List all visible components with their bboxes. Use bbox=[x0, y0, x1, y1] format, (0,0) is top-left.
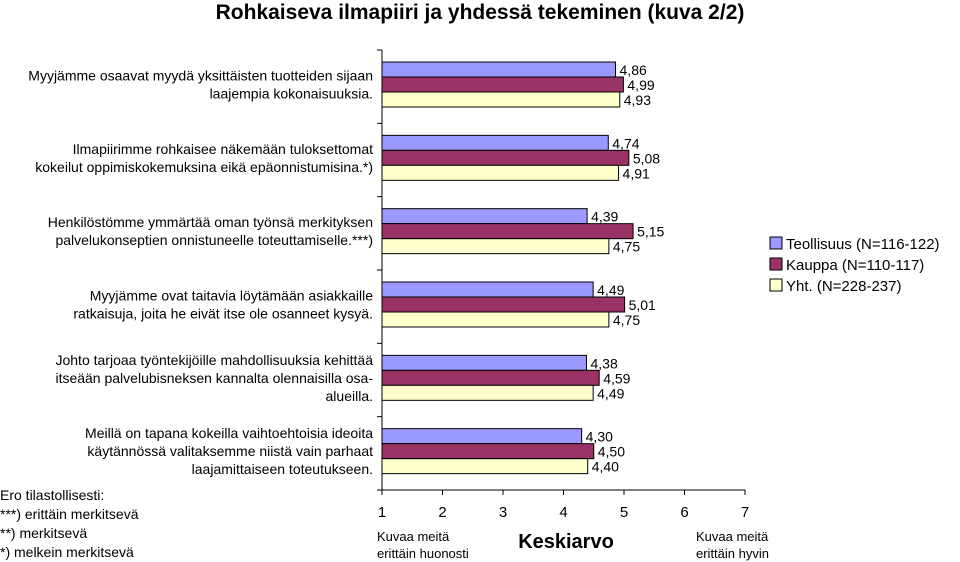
x-axis-title: Keskiarvo bbox=[518, 531, 614, 553]
bar bbox=[381, 281, 594, 298]
footnote-line: *) melkein merkitsevä bbox=[0, 544, 134, 560]
data-label: 4,49 bbox=[597, 385, 624, 401]
bar bbox=[381, 443, 595, 460]
category-label: alueilla. bbox=[326, 388, 373, 404]
data-label: 4,38 bbox=[590, 355, 617, 371]
bar bbox=[381, 296, 626, 313]
bar bbox=[381, 149, 630, 166]
legend-swatch bbox=[769, 257, 783, 271]
category-label: käytännössä valitaksemme niistä vain par… bbox=[87, 443, 373, 459]
bar bbox=[381, 311, 610, 328]
data-label: 4,74 bbox=[612, 135, 639, 151]
x-tick-label: 5 bbox=[620, 504, 628, 521]
data-label: 4,75 bbox=[613, 239, 640, 255]
x-max-label: erittäin hyvin bbox=[696, 546, 769, 561]
x-min-label: Kuvaa meitä bbox=[377, 529, 450, 544]
x-tick-label: 2 bbox=[438, 504, 446, 521]
category-label: ratkaisuja, joita he eivät itse ole osan… bbox=[73, 306, 373, 322]
category-label: Ilmapiirimme rohkaisee näkemään tulokset… bbox=[73, 141, 373, 157]
category-label: kokeilut oppimiskokemuksina eikä epäonni… bbox=[35, 159, 373, 175]
data-label: 4,75 bbox=[613, 312, 640, 328]
x-tick-label: 1 bbox=[378, 504, 386, 521]
legend-swatch bbox=[769, 278, 783, 292]
bar bbox=[381, 91, 621, 108]
bar bbox=[381, 369, 600, 386]
data-label: 4,99 bbox=[627, 77, 654, 93]
x-max-label: Kuvaa meitä bbox=[696, 529, 769, 544]
category-label: laajempia kokonaisuuksia. bbox=[210, 86, 373, 102]
category-label: Henkilöstömme ymmärtää oman työnsä merki… bbox=[48, 214, 373, 230]
bar bbox=[381, 134, 609, 151]
bar bbox=[381, 458, 589, 475]
bar bbox=[381, 164, 620, 181]
legend-box bbox=[765, 229, 957, 307]
bar bbox=[381, 384, 594, 401]
footnote-line: **) merkitsevä bbox=[0, 525, 87, 541]
bar bbox=[381, 208, 588, 225]
x-tick-label: 6 bbox=[680, 504, 688, 521]
footnote-line: ***) erittäin merkitsevä bbox=[0, 506, 139, 522]
bar bbox=[381, 223, 634, 240]
chart-title: Rohkaiseva ilmapiiri ja yhdessä tekemine… bbox=[215, 1, 745, 24]
x-tick-label: 3 bbox=[499, 504, 507, 521]
bar bbox=[381, 428, 583, 445]
data-label: 4,40 bbox=[592, 459, 619, 475]
data-label: 5,15 bbox=[637, 224, 664, 240]
legend-label: Kauppa (N=110-117) bbox=[786, 257, 924, 274]
legend-label: Yht. (N=228-237) bbox=[786, 278, 901, 295]
category-label: Meillä on tapana kokeilla vaihtoehtoisia… bbox=[85, 425, 373, 441]
data-label: 4,93 bbox=[624, 92, 651, 108]
data-label: 4,50 bbox=[598, 444, 625, 460]
data-label: 5,01 bbox=[629, 297, 656, 313]
data-label: 4,39 bbox=[591, 209, 618, 225]
category-label: Myyjämme ovat taitavia löytämään asiakka… bbox=[90, 288, 373, 304]
data-label: 4,91 bbox=[623, 165, 650, 181]
data-label: 5,08 bbox=[633, 150, 660, 166]
bar bbox=[381, 61, 617, 78]
data-label: 4,30 bbox=[586, 429, 613, 445]
category-label: Johto tarjoaa työntekijöille mahdollisuu… bbox=[55, 352, 373, 368]
category-label: laajamittaiseen toteutukseen. bbox=[192, 461, 373, 477]
x-tick-label: 7 bbox=[741, 504, 749, 521]
category-label: itseään palvelubisneksen kannalta olenna… bbox=[55, 370, 373, 386]
footnote-line: Ero tilastollisesti: bbox=[0, 487, 104, 503]
bar bbox=[381, 238, 610, 255]
x-tick-label: 4 bbox=[559, 504, 567, 521]
data-label: 4,59 bbox=[603, 370, 630, 386]
legend-swatch bbox=[769, 236, 783, 250]
x-min-label: erittäin huonosti bbox=[377, 546, 469, 561]
category-label: palvelukonseptien onnistuneelle toteutta… bbox=[55, 232, 373, 248]
data-label: 4,49 bbox=[597, 282, 624, 298]
bar bbox=[381, 354, 587, 371]
category-label: Myyjämme osaavat myydä yksittäisten tuot… bbox=[28, 68, 373, 84]
data-label: 4,86 bbox=[620, 62, 647, 78]
bar bbox=[381, 76, 624, 93]
legend-label: Teollisuus (N=116-122) bbox=[786, 236, 940, 253]
